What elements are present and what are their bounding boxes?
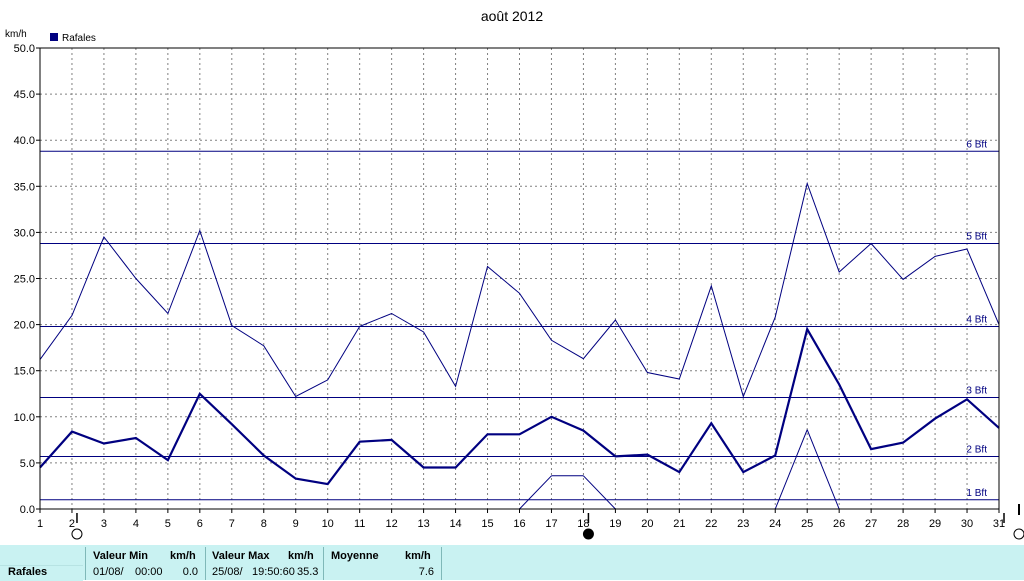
mean-series-line [39,326,1000,486]
beaufort-lines: 1 Bft 2 Bft 3 Bft 4 Bft 5 Bft 6 Bft [40,139,999,501]
y-tick-label: 10.0 [14,412,35,424]
chart-title: août 2012 [481,8,543,24]
x-tick-label: 29 [929,518,941,530]
column-separator [205,547,206,580]
max-time: 19:50:60 [252,566,295,578]
new-moon-icon [582,528,594,540]
min-unit: km/h [170,550,196,562]
x-tick-label: 12 [386,518,398,530]
x-tick-label: 18 [577,518,589,530]
y-axis-label: km/h [5,29,27,40]
x-tick-label: 15 [481,518,493,530]
x-tick-label: 26 [833,518,845,530]
y-tick-label: 5.0 [20,458,35,470]
x-tick-label: 27 [865,518,877,530]
column-separator [323,547,324,580]
x-tick-label: 10 [322,518,334,530]
x-tick-label: 30 [961,518,973,530]
series [39,181,1000,510]
row-label: Rafales [8,566,48,578]
chart: août 2012 km/h Rafales 1 Bft 2 Bft 3 Bft 4 … [5,8,1024,540]
x-tick-label: 6 [197,518,203,530]
y-tick-label: 50.0 [14,43,35,55]
y-tick-label: 40.0 [14,135,35,147]
beaufort-label: 6 Bft [966,139,987,150]
y-tick-label: 20.0 [14,320,35,332]
average-value: 7.6 [418,566,434,578]
x-tick-label: 24 [769,518,781,530]
beaufort-label: 3 Bft [966,385,987,396]
x-tick-label: 28 [897,518,909,530]
x-tick-label: 7 [229,518,235,530]
beaufort-label: 1 Bft [966,488,987,499]
x-tick-label: 1 [37,518,43,530]
x-tick-label: 3 [101,518,107,530]
row-label-background [0,565,83,581]
y-tick-label: 15.0 [14,366,35,378]
legend: Rafales [50,33,96,44]
x-tick-label: 17 [545,518,557,530]
beaufort-label: 5 Bft [966,231,987,242]
max-series-line [39,181,1000,399]
column-separator [441,547,442,580]
beaufort-label: 2 Bft [966,444,987,455]
y-tick-label: 30.0 [14,227,35,239]
y-tick-label: 0.0 [20,504,35,516]
full-moon-icon [71,528,83,540]
moon-phases [71,513,1024,540]
beaufort-label: 4 Bft [966,314,987,325]
x-tick-label: 13 [417,518,429,530]
min-series-segment [519,475,552,510]
grid [39,47,1000,510]
x-tick-label: 9 [293,518,299,530]
x-tick-label: 22 [705,518,717,530]
axes: 0.0 5.0 10.0 15.0 20.0 25.0 30.0 35.0 40.0 45.0 50… [14,43,1006,530]
x-tick-label: 25 [801,518,813,530]
x-tick-label: 20 [641,518,653,530]
axis-end-marker [1018,504,1020,515]
average-unit: km/h [405,550,431,562]
x-tick-label: 2 [69,518,75,530]
min-series-segment [806,429,840,510]
x-tick-label: 16 [513,518,525,530]
min-header: Valeur Min [93,550,149,562]
y-tick-label: 25.0 [14,274,35,286]
y-tick-label: 35.0 [14,181,35,193]
x-tick-label: 21 [673,518,685,530]
min-series-segment [774,429,808,510]
x-tick-label: 8 [261,518,267,530]
x-tick-label: 23 [737,518,749,530]
min-time: 00:00 [135,566,163,578]
statistics-bar: Rafales Valeur Min km/h 01/08/ 00:00 0.0… [0,545,1024,581]
legend-label: Rafales [62,33,96,44]
max-value: 35.3 [297,566,319,578]
x-tick-label: 19 [609,518,621,530]
x-tick-label: 4 [133,518,139,530]
x-tick-label: 14 [449,518,461,530]
average-header: Moyenne [331,550,379,562]
min-value: 0.0 [182,566,198,578]
legend-swatch [50,33,58,41]
max-header: Valeur Max [212,550,270,562]
column-separator [85,547,86,580]
x-tick-label: 11 [354,518,365,530]
x-tick-label: 5 [165,518,171,530]
x-tick-label: 31 [993,518,1005,530]
max-unit: km/h [288,550,314,562]
y-tick-label: 45.0 [14,89,35,101]
min-date: 01/08/ [93,566,124,578]
min-series-segment [583,475,616,510]
full-moon-icon [1013,528,1024,540]
max-date: 25/08/ [212,566,243,578]
